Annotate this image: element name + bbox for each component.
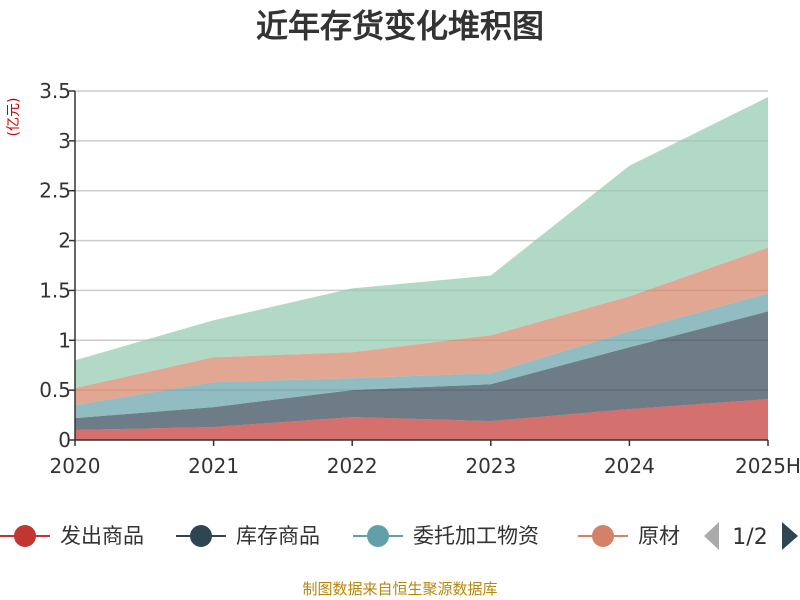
legend-prev-page-icon[interactable] [704, 522, 719, 550]
x-tick-label: 2022 [327, 454, 378, 478]
y-tick-label: 2.5 [39, 179, 71, 203]
y-axis-unit: (亿元) [6, 98, 22, 137]
area-series-4 [75, 97, 768, 389]
legend: 发出商品 库存商品 委托加工物资 原材 [0, 524, 680, 548]
y-tick-label: 2 [58, 229, 71, 253]
x-tick-label: 2020 [50, 454, 101, 478]
legend-marker-icon [190, 525, 212, 547]
chart-title: 近年存货变化堆积图 [256, 7, 544, 45]
y-tick-label: 0.5 [39, 378, 71, 402]
legend-label: 委托加工物资 [413, 524, 539, 548]
axes [69, 90, 769, 446]
legend-item[interactable]: 原材 [578, 524, 680, 548]
y-tick-label: 3 [58, 129, 71, 153]
legend-label: 发出商品 [60, 524, 144, 548]
legend-next-page-icon[interactable] [782, 522, 798, 550]
legend-item[interactable]: 委托加工物资 [353, 524, 539, 548]
legend-marker-icon [367, 525, 389, 547]
legend-marker-icon [14, 525, 36, 547]
legend-marker-icon [592, 525, 614, 547]
y-tick-label: 1 [58, 328, 71, 352]
y-tick-label: 1.5 [39, 278, 71, 302]
legend-pager: 1/2 [704, 522, 798, 550]
x-tick-label: 2023 [465, 454, 516, 478]
legend-page-indicator: 1/2 [732, 525, 767, 550]
legend-item[interactable]: 库存商品 [176, 524, 320, 548]
x-axis-tick-labels: 2020 2021 2022 2023 2024 2025H [50, 454, 800, 478]
legend-label: 原材 [638, 524, 680, 548]
legend-label: 库存商品 [236, 524, 320, 548]
legend-item[interactable]: 发出商品 [0, 524, 144, 548]
y-tick-label: 0 [58, 428, 71, 452]
area-series-2 [75, 293, 768, 419]
area-series [75, 97, 768, 440]
area-series-1 [75, 311, 768, 430]
x-tick-label: 2021 [188, 454, 239, 478]
data-source-note: 制图数据来自恒生聚源数据库 [302, 580, 497, 598]
area-series-3 [75, 247, 768, 406]
x-tick-label: 2024 [604, 454, 655, 478]
y-tick-label: 3.5 [39, 79, 71, 103]
area-series-0 [75, 399, 768, 440]
x-tick-label: 2025H [735, 454, 800, 478]
y-axis-tick-labels: 0 0.5 1 1.5 2 2.5 3 3.5 [39, 79, 71, 452]
